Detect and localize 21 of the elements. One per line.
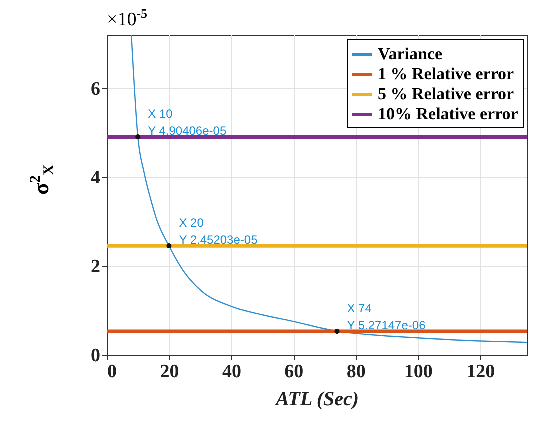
y-tick-label: 4: [91, 168, 101, 189]
y-tick-label: 0: [91, 346, 100, 366]
x-tick-label: 60: [284, 362, 304, 382]
line-series: [130, 34, 528, 344]
legend-label: 1 % Relative error: [378, 64, 515, 84]
y-tick-label: 2: [91, 256, 100, 278]
annotation: X 10 Y 4.90406e-05: [148, 107, 227, 138]
x-tick-label: 120: [466, 362, 496, 382]
legend-label: 5 % Relative error: [378, 84, 515, 104]
y-tick-label: 6: [91, 78, 100, 100]
legend-label: Variance: [378, 44, 443, 64]
annotation: X 74 Y 5.27147e-06: [347, 302, 426, 333]
legend-label: 10% Relative error: [378, 104, 519, 124]
annotation: X 20 Y 2.45203e-05: [179, 216, 258, 248]
x-tick-label: 80: [346, 362, 366, 382]
x-tick-label: 20: [160, 362, 180, 382]
x-tick-label: 40: [222, 362, 242, 382]
x-tick-label: 100: [404, 362, 433, 382]
text: ×10$^{-5}$: [107, 6, 148, 32]
x-axis-title: ATL (Sec): [274, 388, 360, 410]
x-tick-label: 0: [108, 362, 117, 382]
